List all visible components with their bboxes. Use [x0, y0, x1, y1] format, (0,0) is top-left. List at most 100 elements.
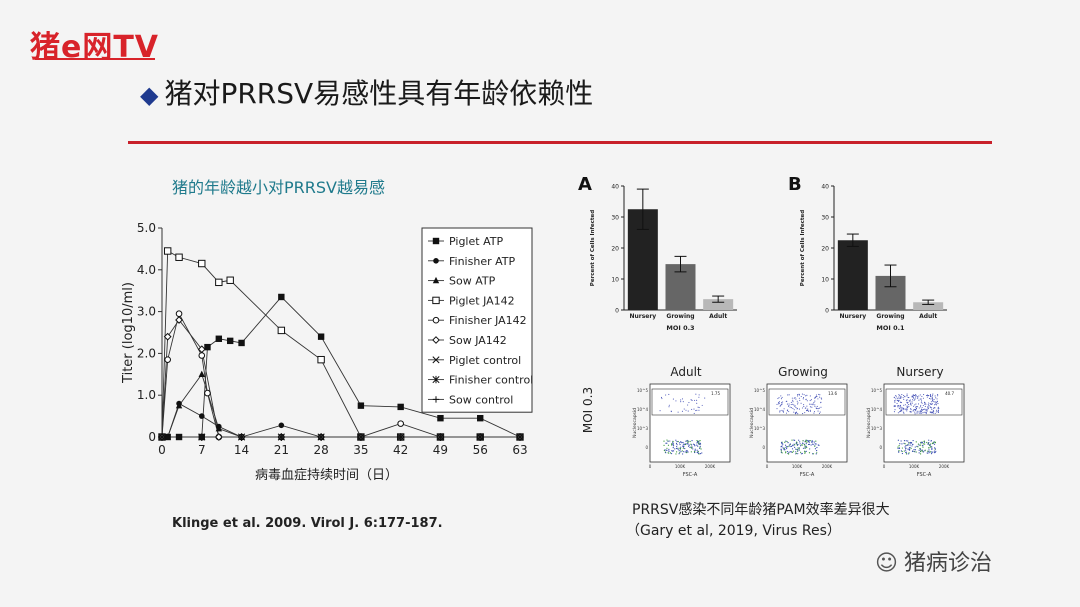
flow-event	[803, 404, 805, 406]
flow-event	[926, 396, 928, 398]
flow-event	[928, 397, 931, 400]
flow-event	[686, 450, 688, 452]
flow-event	[682, 447, 684, 449]
category-label: Growing	[876, 313, 904, 320]
flow-event	[908, 405, 910, 407]
flow-event	[663, 444, 665, 446]
flow-event	[916, 412, 918, 414]
flow-event	[898, 447, 901, 449]
flow-event	[696, 440, 698, 442]
data-point	[516, 433, 524, 441]
flow-event	[930, 451, 932, 453]
flow-event	[665, 442, 667, 444]
flow-event	[932, 400, 934, 402]
flow-event	[696, 402, 698, 404]
flow-event	[819, 396, 821, 398]
flow-event	[796, 400, 798, 402]
flow-event	[687, 410, 689, 412]
flow-event	[908, 404, 910, 406]
flow-event	[692, 443, 695, 445]
flow-event	[928, 441, 930, 444]
flow-event	[785, 446, 787, 448]
flow-event	[697, 452, 700, 454]
flow-event	[903, 394, 905, 397]
titer-chart-xlabel: 病毒血症持续时间（日）	[255, 468, 399, 483]
flow-event	[672, 398, 674, 400]
flow-event	[809, 403, 811, 405]
flow-event	[816, 452, 818, 454]
flow-event	[914, 411, 916, 413]
flow-plot-frame	[883, 383, 965, 463]
flow-event	[912, 410, 914, 412]
flow-event	[803, 406, 805, 408]
flow-y-tick-label: 10^4	[637, 407, 648, 412]
flow-event	[795, 398, 797, 400]
flow-event	[918, 444, 920, 446]
flow-event	[812, 453, 815, 455]
flow-event	[801, 444, 803, 446]
flow-event	[895, 398, 897, 400]
flow-event	[661, 398, 663, 400]
flow-event	[797, 403, 799, 405]
flow-event	[781, 403, 783, 405]
data-point	[215, 424, 223, 432]
flow-event	[918, 449, 920, 451]
flow-event	[910, 442, 913, 444]
flow-event	[922, 443, 924, 445]
legend-label: Sow control	[449, 393, 513, 406]
flow-event	[788, 453, 790, 455]
flow-event	[923, 440, 925, 442]
data-point	[397, 403, 404, 411]
flow-event	[898, 394, 900, 396]
flow-event	[802, 398, 804, 400]
flow-event	[696, 442, 698, 444]
flow-event	[811, 441, 813, 443]
flow-event	[919, 398, 921, 400]
flow-event	[691, 408, 693, 410]
flow-event	[682, 445, 684, 447]
y-tick-label: 10	[821, 277, 829, 284]
flow-event	[927, 404, 929, 406]
flow-event	[918, 407, 920, 409]
flow-event	[904, 395, 906, 397]
flow-event	[902, 397, 904, 399]
flow-event	[821, 398, 823, 400]
flow-event	[801, 452, 803, 455]
data-point	[175, 310, 183, 317]
legend-label: Finisher control	[449, 374, 533, 387]
flow-event	[776, 403, 778, 405]
flow-event	[915, 451, 917, 453]
flow-event	[676, 445, 678, 448]
flow-event	[685, 450, 687, 452]
flow-event	[789, 445, 791, 448]
flow-event	[785, 440, 787, 442]
flow-event	[903, 404, 905, 406]
flow-event	[900, 407, 902, 409]
flow-event	[930, 401, 932, 403]
flow-event	[913, 405, 915, 407]
flow-event	[809, 448, 811, 450]
flow-event	[795, 406, 797, 409]
data-point	[437, 414, 444, 422]
flow-event	[817, 410, 819, 412]
flow-event	[924, 403, 926, 405]
x-axis-label: MOI 0.1	[876, 324, 905, 332]
flow-event	[920, 410, 923, 413]
flow-event	[676, 447, 678, 449]
gate	[885, 388, 963, 416]
flow-event	[668, 404, 670, 406]
flow-event	[909, 441, 912, 444]
flow-event	[905, 440, 907, 442]
x-tick-label: 28	[313, 443, 328, 457]
flow-event	[779, 411, 781, 413]
flow-event	[936, 400, 938, 402]
flow-event	[680, 399, 682, 401]
flow-event	[908, 452, 910, 454]
flow-event	[909, 411, 911, 413]
flow-event	[906, 395, 908, 397]
flow-event	[935, 404, 937, 406]
flow-event	[911, 445, 913, 447]
flow-event	[802, 447, 805, 449]
flow-event	[920, 404, 922, 406]
flow-event	[672, 444, 674, 446]
